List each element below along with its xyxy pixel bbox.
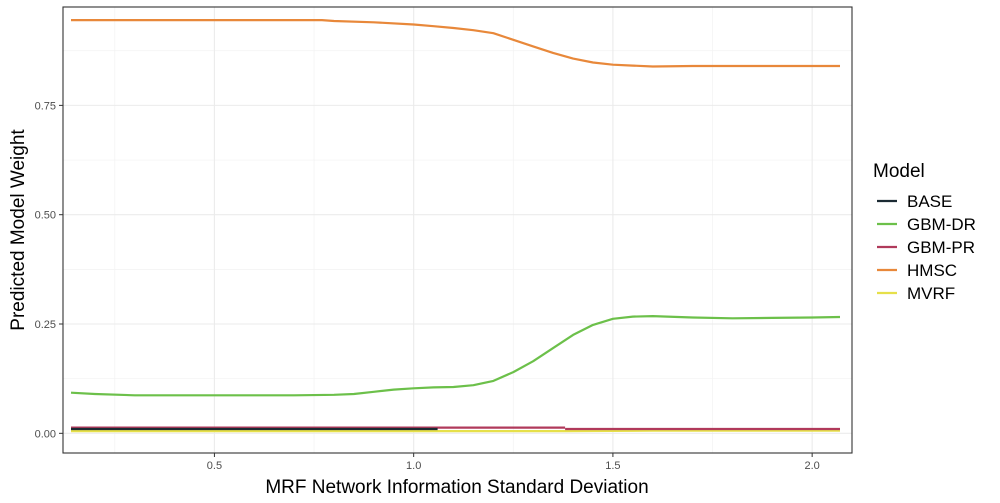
series-line-gbm-dr xyxy=(70,315,841,397)
legend-label-gbm-dr: GBM-DR xyxy=(907,215,976,234)
legend-label-base: BASE xyxy=(907,192,952,211)
panel-border xyxy=(62,6,853,454)
legend-label-hmsc: HMSC xyxy=(907,261,957,280)
y-tick-label: 0.00 xyxy=(35,428,56,440)
x-axis-title: MRF Network Information Standard Deviati… xyxy=(265,477,648,498)
x-tick-label: 1.0 xyxy=(406,460,421,472)
series-line-hmsc xyxy=(71,19,840,68)
legend-label-gbm-pr: GBM-PR xyxy=(907,238,975,257)
plot-panel xyxy=(62,6,853,454)
x-tick-label: 0.5 xyxy=(207,460,222,472)
x-axis-ticks: 0.5 1.0 1.5 2.0 xyxy=(207,453,820,472)
y-axis-title: Predicted Model Weight xyxy=(8,129,29,331)
legend-title: Model xyxy=(873,161,925,182)
y-axis-ticks: 0.00 0.25 0.50 0.75 xyxy=(35,100,63,440)
x-tick-label: 1.5 xyxy=(605,460,620,472)
y-tick-label: 0.25 xyxy=(35,319,56,331)
y-tick-label: 0.75 xyxy=(35,100,56,112)
legend: Model BASE GBM-DR GBM-PR HMSC MVRF xyxy=(873,161,976,303)
x-tick-label: 2.0 xyxy=(805,460,820,472)
y-tick-label: 0.50 xyxy=(35,210,56,222)
legend-label-mvrf: MVRF xyxy=(907,284,955,303)
